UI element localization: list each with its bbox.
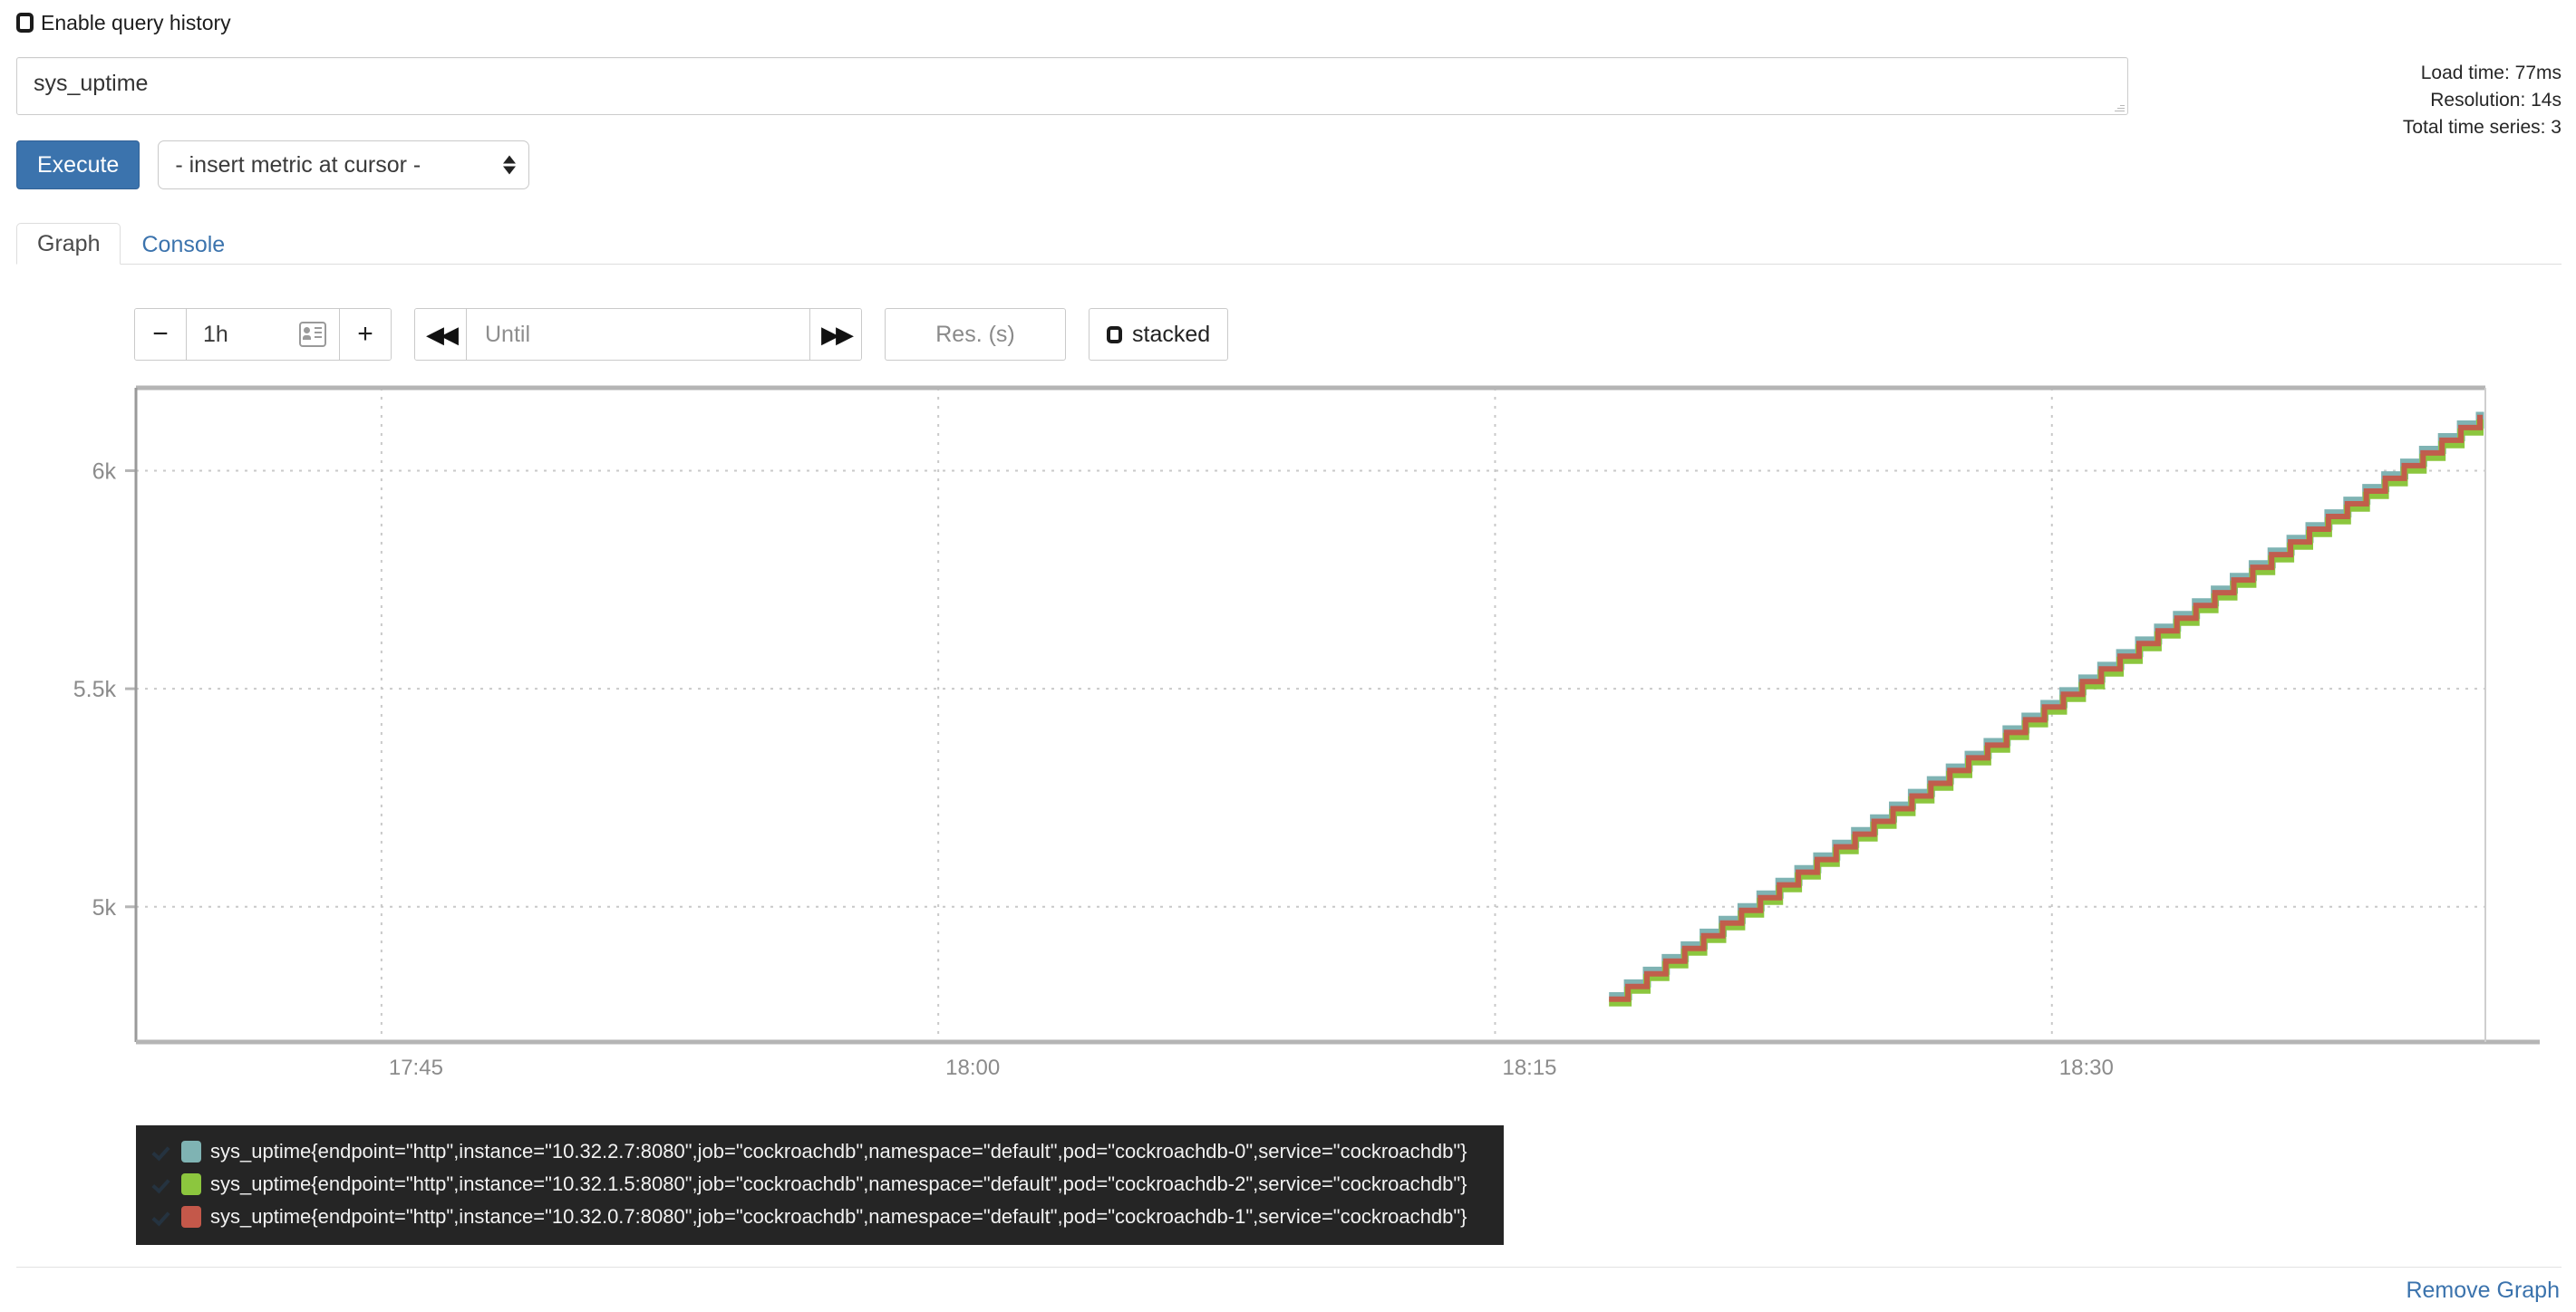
check-icon[interactable] (152, 1174, 172, 1194)
series-color-swatch (181, 1141, 201, 1162)
divider (339, 309, 340, 360)
increase-range-button[interactable]: + (340, 309, 391, 360)
until-input-placeholder: Until (485, 321, 531, 347)
svg-text:5.5k: 5.5k (73, 677, 117, 702)
check-icon[interactable] (152, 1142, 172, 1162)
execute-row: Execute - insert metric at cursor - (16, 140, 530, 189)
total-time-series-text: Total time series: 3 (2402, 117, 2561, 138)
svg-text:17:45: 17:45 (389, 1056, 443, 1080)
divider (186, 309, 187, 360)
graph-plot[interactable]: 17:45 18:00 18:15 18:30 5k 5.5k 6k (0, 381, 2576, 1096)
remove-graph-link[interactable]: Remove Graph (2406, 1278, 2560, 1303)
graph-legend: sys_uptime{endpoint="http",instance="10.… (136, 1125, 1504, 1245)
until-control-group: ◀◀ Until ▶▶ (414, 308, 862, 361)
panel-tabs: Graph Console (16, 222, 2561, 265)
svg-text:5k: 5k (92, 895, 117, 921)
svg-text:18:00: 18:00 (945, 1056, 1000, 1080)
range-control-group: − 1h + (134, 308, 392, 361)
decrease-range-button[interactable]: − (135, 309, 186, 360)
insert-metric-select[interactable]: - insert metric at cursor - (158, 140, 530, 189)
legend-item[interactable]: sys_uptime{endpoint="http",instance="10.… (152, 1168, 1467, 1201)
resolution-input[interactable]: Res. (s) (885, 308, 1066, 361)
resolution-input-placeholder: Res. (s) (935, 321, 1015, 347)
checkbox-unchecked-icon[interactable] (1107, 325, 1122, 343)
legend-series-label: sys_uptime{endpoint="http",instance="10.… (210, 1205, 1467, 1228)
series-color-swatch (181, 1173, 201, 1195)
insert-metric-select-value: - insert metric at cursor - (175, 152, 421, 178)
stacked-toggle[interactable]: stacked (1089, 308, 1229, 361)
legend-item[interactable]: sys_uptime{endpoint="http",instance="10.… (152, 1135, 1467, 1168)
series-color-swatch (181, 1206, 201, 1228)
stacked-label: stacked (1132, 321, 1211, 347)
range-picker-icon[interactable] (299, 322, 326, 347)
panel-divider (16, 1267, 2561, 1268)
step-forward-icon[interactable]: ▶▶ (810, 309, 861, 360)
range-input-value: 1h (203, 321, 228, 347)
select-stepper-icon (503, 155, 517, 175)
divider (809, 309, 810, 360)
checkbox-unchecked-icon[interactable] (16, 13, 34, 33)
graph-canvas[interactable]: 17:45 18:00 18:15 18:30 5k 5.5k 6k (0, 381, 2576, 1096)
svg-text:18:30: 18:30 (2059, 1056, 2114, 1080)
tab-console[interactable]: Console (141, 232, 226, 257)
enable-query-history-toggle[interactable]: Enable query history (16, 11, 231, 34)
enable-query-history-label: Enable query history (41, 10, 231, 34)
range-input[interactable]: 1h (187, 309, 339, 360)
expression-input-wrapper (16, 57, 2128, 115)
execute-button[interactable]: Execute (16, 140, 140, 189)
legend-item[interactable]: sys_uptime{endpoint="http",instance="10.… (152, 1201, 1467, 1233)
tab-graph[interactable]: Graph (16, 223, 121, 265)
step-backward-icon[interactable]: ◀◀ (415, 309, 466, 360)
legend-series-label: sys_uptime{endpoint="http",instance="10.… (210, 1172, 1467, 1195)
svg-text:18:15: 18:15 (1502, 1056, 1556, 1080)
legend-series-label: sys_uptime{endpoint="http",instance="10.… (210, 1140, 1467, 1162)
resolution-text: Resolution: 14s (2430, 90, 2561, 111)
check-icon[interactable] (152, 1207, 172, 1227)
query-stats: Load time: 77ms Resolution: 14s Total ti… (2403, 60, 2561, 141)
graph-controls-toolbar: − 1h + ◀◀ Until ▶▶ Res. (s) stacked (134, 308, 1229, 361)
divider (466, 309, 467, 360)
svg-text:6k: 6k (92, 458, 117, 484)
until-input[interactable]: Until (467, 309, 809, 360)
load-time-text: Load time: 77ms (2420, 63, 2561, 83)
expression-input[interactable] (16, 57, 2128, 115)
